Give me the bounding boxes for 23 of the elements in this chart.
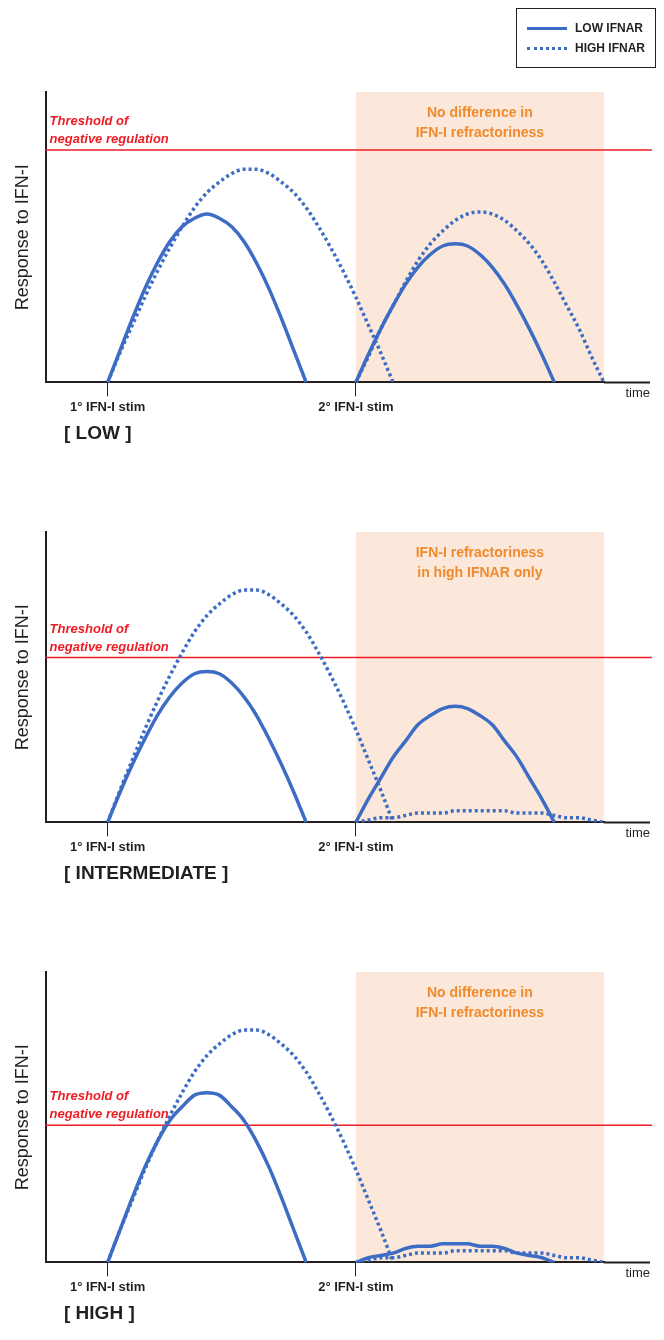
legend-label: LOW IFNAR (575, 21, 643, 35)
ref-line-label: Threshold of negative regulation (49, 1088, 169, 1122)
x-axis-title: time (625, 1265, 650, 1281)
x-axis-title: time (625, 825, 650, 841)
text: IFN-I refractoriness in high IFNAR only (414, 543, 546, 582)
ref-line-label: Threshold of negative regulation (49, 620, 169, 654)
legend-label: HIGH IFNAR (575, 41, 645, 55)
x-tick-label: 2° IFN-I stim (318, 1278, 394, 1294)
x-tick-label: 1° IFN-I stim (70, 838, 146, 854)
text: No difference in IFN-I refractoriness (414, 983, 546, 1022)
text: No difference in IFN-I refractoriness (414, 103, 546, 142)
x-tick-label: 1° IFN-I stim (70, 1278, 146, 1294)
text: [ HIGH ] (64, 1302, 135, 1324)
x-tick-label: 2° IFN-I stim (318, 398, 394, 414)
y-axis-title: Response to IFN-I (11, 604, 32, 751)
y-axis-title: Response to IFN-I (11, 1044, 32, 1191)
text: [ LOW ] (64, 422, 132, 444)
x-axis-title: time (625, 385, 650, 401)
y-axis-title: Response to IFN-I (11, 164, 32, 311)
x-tick-label: 1° IFN-I stim (70, 398, 146, 414)
x-tick-label: 2° IFN-I stim (318, 838, 394, 854)
text: [ INTERMEDIATE ] (64, 862, 229, 884)
ref-line-label: Threshold of negative regulation (49, 113, 169, 147)
